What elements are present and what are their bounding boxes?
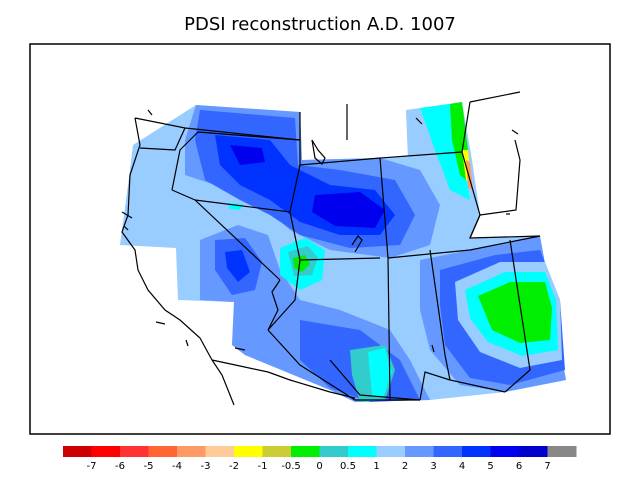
legend-swatch [63, 446, 92, 457]
field-deep-core-a [230, 145, 265, 165]
legend-tick-label: 3 [430, 461, 436, 472]
legend-swatch [120, 446, 149, 457]
legend-swatch [291, 446, 320, 457]
legend-swatches [63, 446, 577, 457]
legend-labels: -7 -6 -5 -4 -3 -2 -1 -0.5 0 0.5 1 2 3 4 5 6 7 [87, 461, 551, 472]
legend-tick-label: 0 [316, 461, 322, 472]
field-green-east [478, 282, 552, 343]
legend-tick-label: 5 [487, 461, 493, 472]
legend-tick-label: -4 [172, 461, 182, 472]
legend-tick-label: -7 [87, 461, 97, 472]
field-cyan-south [368, 348, 392, 398]
legend-swatch [205, 446, 235, 457]
legend-tick-label: 0.5 [340, 461, 356, 472]
field-royal-sw-core [225, 250, 250, 282]
legend-swatch [148, 446, 178, 457]
legend-swatch [405, 446, 434, 457]
legend-swatch [376, 446, 406, 457]
legend-swatch [462, 446, 491, 457]
legend-tick-label: -3 [201, 461, 211, 472]
legend-tick-label: 6 [516, 461, 522, 472]
legend-swatch [177, 446, 206, 457]
legend-swatch [433, 446, 463, 457]
field-cyan-ne [420, 104, 470, 200]
legend-tick-label: 2 [402, 461, 408, 472]
legend-swatch [348, 446, 377, 457]
map-title: PDSI reconstruction A.D. 1007 [184, 14, 456, 35]
legend-tick-label: -2 [229, 461, 239, 472]
boundaries [121, 91, 541, 406]
legend-swatch [91, 446, 121, 457]
legend-swatch [234, 446, 263, 457]
legend-tick-label: 7 [544, 461, 550, 472]
legend-tick-label: -1 [258, 461, 268, 472]
pdsi-field [120, 102, 566, 402]
field-deep-core-b [312, 192, 385, 228]
legend-swatch [547, 446, 577, 457]
legend-tick-label: -0.5 [281, 461, 301, 472]
legend-swatch [319, 446, 349, 457]
legend-swatch [262, 446, 292, 457]
legend-tick-label: -6 [115, 461, 125, 472]
legend-tick-label: -5 [144, 461, 154, 472]
legend-swatch [519, 446, 548, 457]
legend-tick-label: 4 [459, 461, 465, 472]
map-frame [29, 43, 611, 435]
legend-swatch [490, 446, 520, 457]
legend-tick-label: 1 [373, 461, 379, 472]
field-green-center [293, 255, 310, 272]
